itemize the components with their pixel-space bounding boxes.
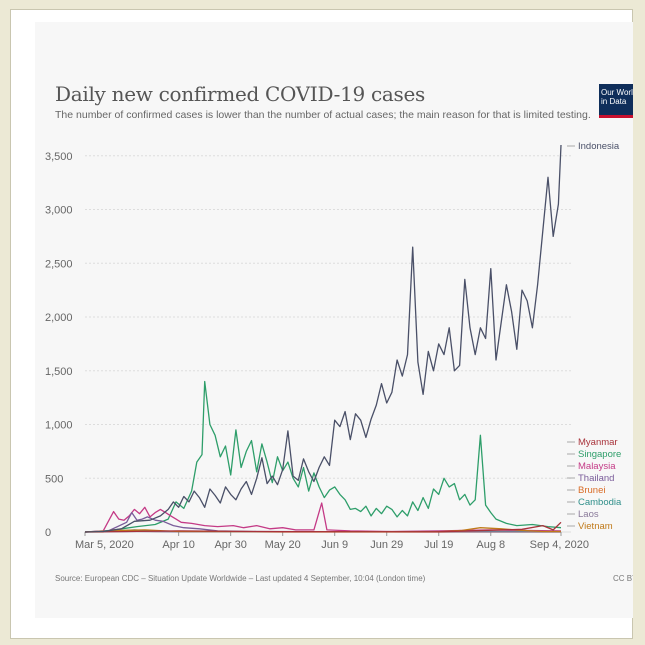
y-tick-label: 2,000 [45,312,73,324]
owid-logo[interactable]: Our World in Data [599,84,633,118]
x-tick-label: Sep 4, 2020 [530,539,589,551]
y-tick-label: 1,500 [45,366,73,378]
chart-subtitle: The number of confirmed cases is lower t… [55,109,591,121]
series-line-singapore [84,380,562,533]
series-line-thailand [84,511,561,533]
legend-label-vietnam: Vietnam [578,521,613,532]
x-tick-label: Mar 5, 2020 [75,539,134,551]
y-tick-label: 2,500 [45,258,73,270]
chart-panel: Daily new confirmed COVID-19 cases The n… [35,22,633,618]
x-axis-ticks: Mar 5, 2020 Apr 10 Apr 30 May 20 Jun 9 Jun 29… [75,532,589,551]
series-lines [84,144,562,533]
y-tick-label: 3,000 [45,205,73,217]
logo-line-1: Our World [601,88,633,97]
legend-label-laos: Laos [578,509,599,520]
legend-label-singapore: Singapore [578,449,621,460]
x-tick-label: Jun 9 [321,539,348,551]
y-tick-label: 0 [45,527,51,539]
series-line-myanmar [84,521,562,533]
legend-label-cambodia: Cambodia [578,497,622,508]
y-axis-ticks: 0 500 1,000 1,500 2,000 2,500 3,000 3,500 [45,151,73,539]
x-tick-label: Aug 8 [476,539,505,551]
legend-label-indonesia: Indonesia [578,141,620,152]
y-tick-label: 500 [45,473,63,485]
x-tick-label: Apr 30 [214,539,246,551]
logo-line-2: in Data [601,97,627,106]
license-note[interactable]: CC BY [613,574,633,583]
x-tick-label: May 20 [265,539,301,551]
legend-label-brunei: Brunei [578,485,605,496]
chart-title: Daily new confirmed COVID-19 cases [55,82,425,106]
legend-label-myanmar: Myanmar [578,437,618,448]
series-line-indonesia [84,144,562,533]
y-tick-label: 1,000 [45,420,73,432]
x-tick-label: Jul 19 [424,539,453,551]
gridlines [85,155,571,533]
y-tick-label: 3,500 [45,151,73,163]
legend-label-thailand: Thailand [578,473,614,484]
x-tick-label: Jun 29 [370,539,403,551]
legend: Indonesia MyanmarSingaporeMalaysiaThailan… [567,141,622,532]
line-chart: 0 500 1,000 1,500 2,000 2,500 3,000 3,500 Mar 5… [45,141,622,551]
legend-label-malaysia: Malaysia [578,461,616,472]
source-note[interactable]: Source: European CDC – Situation Update … [55,574,426,583]
x-tick-label: Apr 10 [162,539,194,551]
screenshot-frame: Daily new confirmed COVID-19 cases The n… [10,9,633,639]
